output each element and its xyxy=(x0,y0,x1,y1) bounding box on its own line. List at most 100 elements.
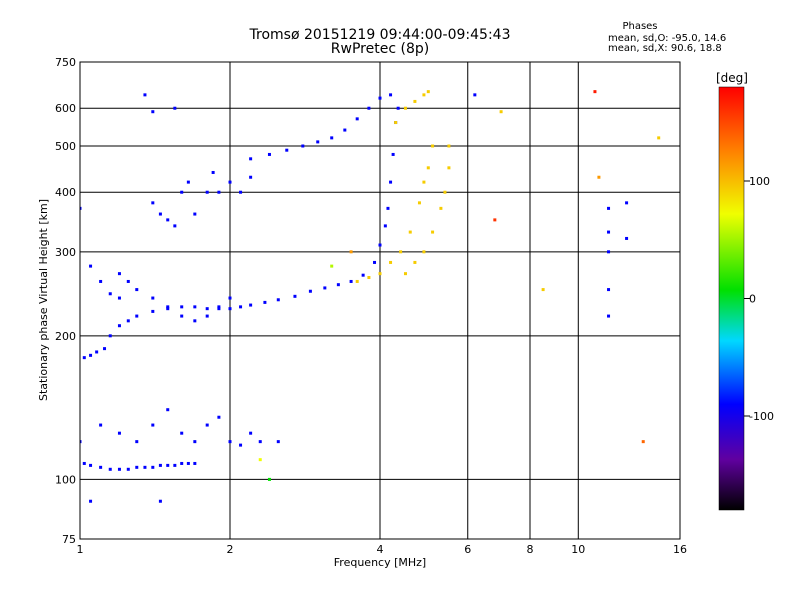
data-point xyxy=(228,180,232,184)
data-point xyxy=(607,230,611,234)
data-point xyxy=(355,117,359,121)
data-point xyxy=(301,144,305,148)
y-tick-label: 200 xyxy=(55,330,76,343)
data-point xyxy=(378,243,382,247)
y-tick-label: 750 xyxy=(55,56,76,69)
data-point xyxy=(193,440,197,444)
data-point xyxy=(193,212,197,216)
data-point xyxy=(267,477,271,481)
data-points xyxy=(80,90,661,503)
data-point xyxy=(82,461,86,465)
data-point xyxy=(330,264,334,268)
data-point xyxy=(355,279,359,283)
data-point xyxy=(166,218,170,222)
phases-o-stats: mean, sd,O: -95.0, 14.6 xyxy=(608,33,727,44)
data-point xyxy=(349,250,353,254)
data-point xyxy=(108,292,112,296)
data-point xyxy=(158,212,162,216)
data-point xyxy=(205,423,209,427)
data-point xyxy=(389,260,393,264)
data-point xyxy=(117,272,121,276)
x-tick-label: 2 xyxy=(227,543,234,556)
data-point xyxy=(403,106,407,110)
data-point xyxy=(276,440,280,444)
data-point xyxy=(211,170,215,174)
colorbar-tick-label: 100 xyxy=(749,175,770,188)
colorbar-tick-label: 0 xyxy=(749,293,756,306)
data-point xyxy=(499,110,503,114)
data-point xyxy=(99,465,103,469)
data-point xyxy=(103,347,107,351)
y-tick-label: 100 xyxy=(55,473,76,486)
data-point xyxy=(173,463,177,467)
data-point xyxy=(135,314,139,318)
data-point xyxy=(151,465,155,469)
data-point xyxy=(308,289,312,293)
data-point xyxy=(228,440,232,444)
data-point xyxy=(151,201,155,205)
data-point xyxy=(625,236,629,240)
data-point xyxy=(117,431,121,435)
data-point xyxy=(426,90,430,94)
data-point xyxy=(228,296,232,300)
phases-title: Phases xyxy=(622,21,658,32)
data-point xyxy=(126,467,130,471)
colorbar-ticks: 100 0 -100 xyxy=(744,175,774,423)
data-point xyxy=(249,157,253,161)
data-point xyxy=(99,279,103,283)
data-point xyxy=(625,201,629,205)
phases-x-stats: mean, sd,X: 90.6, 18.8 xyxy=(608,43,722,54)
colorbar-tick-label: -100 xyxy=(749,410,774,423)
data-point xyxy=(166,305,170,309)
data-point xyxy=(316,140,320,144)
data-point xyxy=(143,93,147,97)
data-point xyxy=(151,309,155,313)
data-point xyxy=(180,190,184,194)
data-point xyxy=(180,305,184,309)
data-point xyxy=(493,218,497,222)
data-point xyxy=(239,305,243,309)
data-point xyxy=(205,307,209,311)
data-point xyxy=(323,286,327,290)
data-point xyxy=(443,190,447,194)
chart-subtitle: RwPretec (8p) xyxy=(330,41,430,57)
data-point xyxy=(408,230,412,234)
x-tick-label: 10 xyxy=(571,543,585,556)
data-point xyxy=(239,443,243,447)
data-point xyxy=(180,431,184,435)
data-point xyxy=(641,440,645,444)
data-point xyxy=(158,499,162,503)
data-point xyxy=(431,144,435,148)
data-point xyxy=(186,180,190,184)
x-axis-label: Frequency [MHz] xyxy=(334,556,426,569)
y-axis-label: Stationary phase Virtual Height [km] xyxy=(37,199,50,401)
data-point xyxy=(249,303,253,307)
x-tick-label: 8 xyxy=(527,543,534,556)
data-point xyxy=(193,461,197,465)
data-point xyxy=(413,99,417,103)
data-point xyxy=(80,206,82,210)
data-point xyxy=(426,166,430,170)
data-point xyxy=(180,314,184,318)
x-tick-label: 1 xyxy=(77,543,84,556)
data-point xyxy=(193,305,197,309)
data-point xyxy=(173,224,177,228)
data-point xyxy=(361,273,365,277)
data-point xyxy=(99,423,103,427)
data-point xyxy=(228,307,232,311)
data-point xyxy=(217,305,221,309)
data-point xyxy=(394,121,398,125)
data-point xyxy=(158,463,162,467)
plot-grid xyxy=(79,61,681,540)
data-point xyxy=(151,423,155,427)
y-tick-label: 400 xyxy=(55,186,76,199)
data-point xyxy=(89,463,93,467)
x-tick-label: 4 xyxy=(377,543,384,556)
data-point xyxy=(263,300,267,304)
data-point xyxy=(151,110,155,114)
data-point xyxy=(285,148,289,152)
data-point xyxy=(343,128,347,132)
data-point xyxy=(383,224,387,228)
data-point xyxy=(166,463,170,467)
